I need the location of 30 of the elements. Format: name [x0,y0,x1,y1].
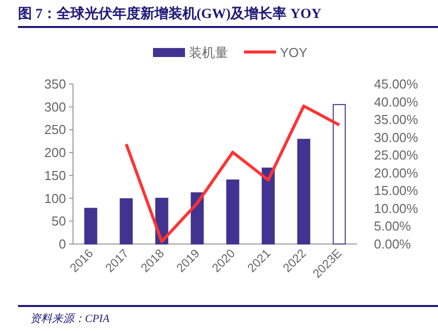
y-tick-label: 100 [44,190,66,206]
legend-label: 装机量 [189,45,228,60]
y-tick-label: 150 [44,168,66,183]
chart-title: 图 7：全球光伏年度新增装机(GW)及增长率 YOY [18,5,322,22]
y-tick-label: 200 [44,145,66,160]
y2-tick-label: 30.00% [374,130,419,145]
y-tick-label: 0 [58,236,66,252]
y2-tick-label: 15.00% [374,183,419,198]
y2-tick-label: 35.00% [374,112,419,128]
bar [297,138,310,244]
y-tick-label: 250 [44,122,66,138]
y2-tick-label: 5.00% [374,218,412,234]
bar [226,180,240,244]
text: 资料来源：CPIA [30,312,110,325]
line-series [124,104,341,244]
bar [262,168,275,244]
bar [190,192,204,244]
y2-tick-label: 20.00% [374,165,419,180]
y2-tick-label: 40.00% [374,94,419,110]
y2-tick-label: 0.00% [374,236,412,252]
legend-label: YOY [280,45,308,60]
y-tick-label: 300 [44,99,66,114]
y2-tick-label: 25.00% [374,148,419,163]
bar [120,198,133,244]
bar [84,208,98,244]
y-tick-label: 350 [44,76,66,92]
y2-tick-label: 45.00% [374,76,419,92]
bar [332,104,346,244]
y-tick-label: 50 [52,214,66,229]
y2-tick-label: 10.00% [374,200,419,216]
